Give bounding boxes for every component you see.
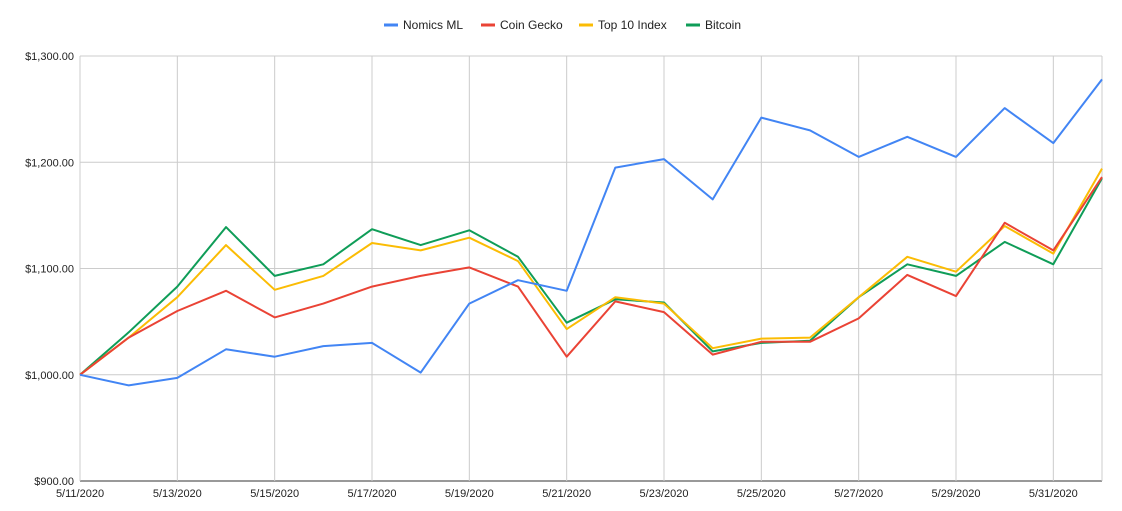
x-tick-label: 5/27/2020: [834, 488, 883, 500]
series-line-nomics-ml: [79, 78, 1103, 387]
y-tick-label: $1,100.00: [25, 264, 74, 276]
x-tick-label: 5/11/2020: [56, 488, 104, 500]
legend-item: Top 10 Index: [579, 18, 667, 32]
x-tick-label: 5/15/2020: [250, 488, 299, 500]
y-axis-ticks: $900.00 $1,000.00 $1,100.00 $1,200.00 $1,300…: [25, 51, 74, 488]
x-tick-label: 5/19/2020: [445, 488, 494, 500]
legend-item: Nomics ML: [384, 18, 463, 32]
legend-item: Bitcoin: [686, 18, 741, 32]
y-tick-label: $1,200.00: [25, 157, 74, 169]
x-tick-label: 5/23/2020: [640, 488, 689, 500]
y-tick-label: $1,300.00: [25, 51, 74, 63]
legend-label: Coin Gecko: [500, 18, 563, 32]
y-tick-label: $900.00: [34, 476, 74, 488]
x-axis-ticks: 5/11/2020 5/13/2020 5/15/2020 5/17/2020 5/19…: [56, 488, 1078, 500]
series-line-bitcoin: [79, 177, 1103, 376]
legend-item: Coin Gecko: [481, 18, 563, 32]
series-line-top-10-index: [79, 168, 1103, 376]
legend-label: Nomics ML: [403, 18, 463, 32]
x-tick-label: 5/13/2020: [153, 488, 202, 500]
x-tick-label: 5/21/2020: [542, 488, 591, 500]
x-tick-label: 5/17/2020: [348, 488, 397, 500]
y-tick-label: $1,000.00: [25, 370, 74, 382]
x-tick-label: 5/31/2020: [1029, 488, 1078, 500]
series-line-coin-gecko: [79, 176, 1103, 376]
legend-label: Bitcoin: [705, 18, 741, 32]
x-tick-label: 5/29/2020: [932, 488, 981, 500]
series-lines: [79, 78, 1103, 387]
legend: Nomics ML Coin Gecko Top 10 Index Bitcoin: [384, 18, 741, 32]
x-tick-label: 5/25/2020: [737, 488, 786, 500]
legend-label: Top 10 Index: [598, 18, 667, 32]
